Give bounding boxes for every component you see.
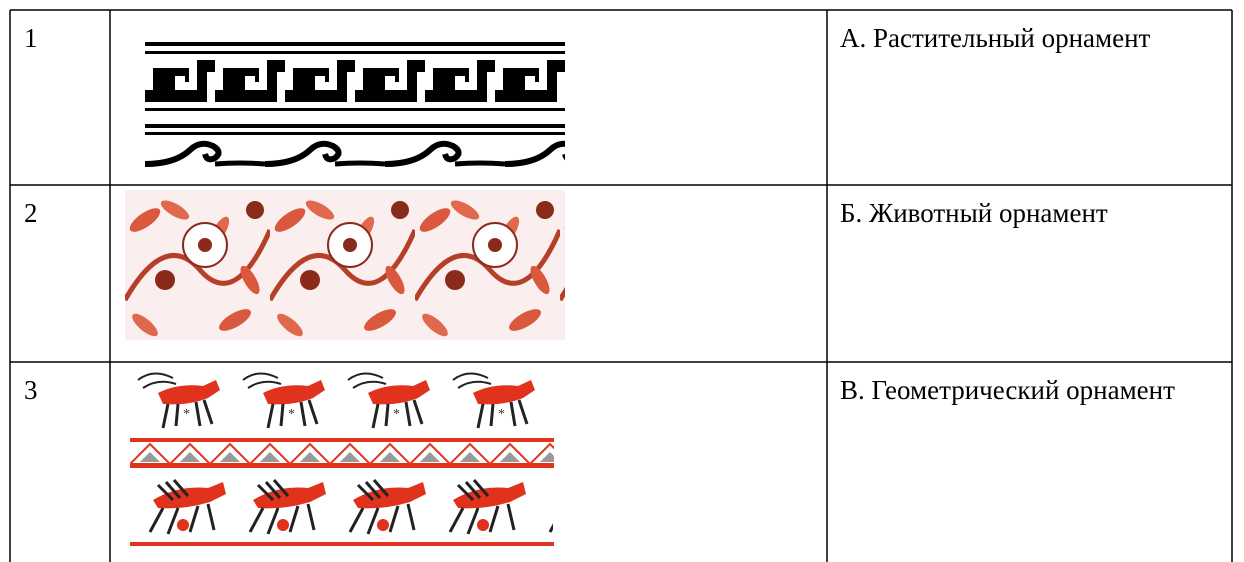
- row-number: 1: [24, 23, 38, 53]
- ornament-label: В. Геометрический орнамент: [840, 375, 1175, 405]
- ornament-label: А. Растительный орнамент: [840, 23, 1151, 53]
- table-borders: [9, 9, 1233, 562]
- row-number: 3: [24, 375, 38, 405]
- row-number: 2: [24, 198, 38, 228]
- ornament-floral: [125, 190, 565, 340]
- ornament-animal: [128, 368, 554, 546]
- ornament-label: Б. Животный орнамент: [840, 198, 1108, 228]
- ornament-geometric: [145, 42, 565, 168]
